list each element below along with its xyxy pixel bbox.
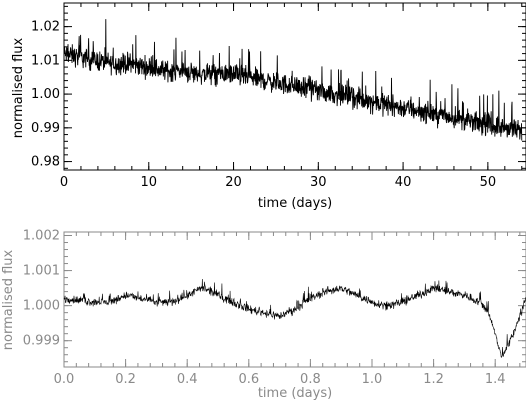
flux-series-bottom (63, 279, 526, 358)
x-tick-label: 0.6 (238, 372, 259, 387)
chart-panel-flux-54-days: 0 10 20 30 40 50 0.98 0.99 1.00 1.01 1.02 time (d… (11, 2, 526, 211)
y-tick-label: 0.999 (23, 334, 60, 349)
x-tick-label: 40 (395, 175, 412, 190)
plot-frame-top (63, 2, 526, 171)
x-tick-label: 10 (140, 175, 157, 190)
y-tick-label: 1.001 (23, 264, 60, 279)
x-tick-label: 0.8 (300, 372, 321, 387)
flux-series-line (63, 279, 526, 358)
x-axis-ticks-top: 0 10 20 30 40 50 (60, 3, 523, 190)
x-tick-label: 50 (480, 175, 497, 190)
x-tick-label: 0.0 (54, 372, 75, 387)
y-axis-label-top: normalised flux (11, 37, 26, 138)
y-axis-label-bottom: normalised flux (1, 249, 16, 350)
y-tick-label: 0.99 (31, 121, 60, 136)
x-tick-label: 0.4 (177, 372, 198, 387)
x-tick-label: 20 (225, 175, 242, 190)
chart-panel-flux-1-5-days: 0.0 0.2 0.4 0.6 0.8 1.0 1.2 1.4 0.999 1.000 1.001… (1, 229, 526, 401)
flux-series-top (63, 19, 523, 141)
y-tick-label: 0.98 (31, 155, 60, 170)
plot-frame-bottom (63, 231, 526, 368)
x-tick-label: 0 (60, 175, 68, 190)
x-axis-ticks-bottom: 0.0 0.2 0.4 0.6 0.8 1.0 1.2 1.4 (54, 232, 521, 387)
x-tick-label: 1.2 (423, 372, 444, 387)
y-tick-label: 1.002 (23, 229, 60, 244)
y-tick-label: 1.01 (31, 53, 60, 68)
x-tick-label: 1.0 (362, 372, 383, 387)
y-axis-ticks-bottom: 0.999 1.000 1.001 1.002 (23, 229, 526, 363)
flux-series-line (63, 19, 523, 141)
y-tick-label: 1.00 (31, 87, 60, 102)
y-tick-label: 1.000 (23, 299, 60, 314)
x-tick-label: 30 (310, 175, 327, 190)
y-tick-label: 1.02 (31, 20, 60, 35)
x-axis-label-bottom: time (days) (258, 386, 332, 401)
x-tick-label: 1.4 (485, 372, 506, 387)
x-axis-label-top: time (days) (258, 196, 332, 211)
x-tick-label: 0.2 (115, 372, 136, 387)
